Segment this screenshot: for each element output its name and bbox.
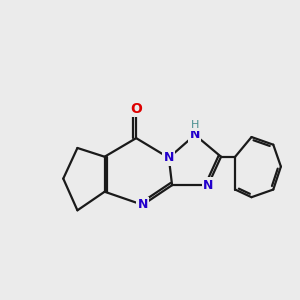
Text: H: H	[191, 120, 200, 130]
Text: N: N	[137, 198, 148, 212]
Text: O: O	[130, 102, 142, 116]
Text: N: N	[190, 128, 200, 141]
Text: N: N	[164, 151, 174, 164]
Text: N: N	[203, 179, 213, 192]
